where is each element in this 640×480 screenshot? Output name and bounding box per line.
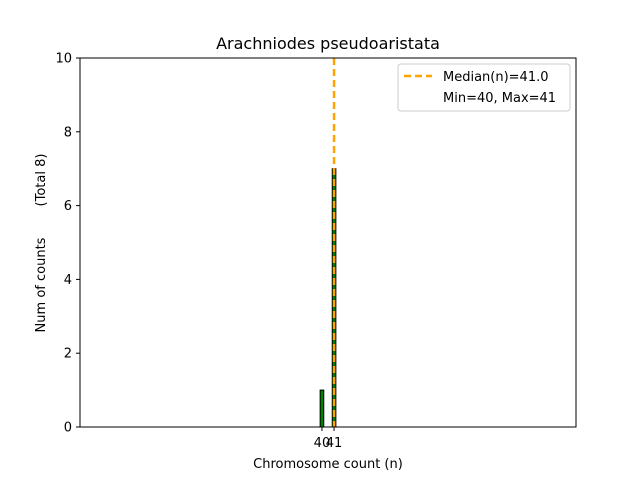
bar-40 — [319, 389, 325, 428]
legend: Median(n)=41.0 Min=40, Max=41 — [397, 63, 571, 112]
legend-entry-minmax: Min=40, Max=41 — [443, 91, 556, 106]
y-tick-label: 0 — [64, 421, 72, 436]
legend-frame — [397, 63, 571, 112]
x-axis-label: Chromosome count (n) — [253, 457, 403, 472]
y-tick-label: 6 — [64, 199, 72, 214]
y-axis-ticks: 0 2 4 6 8 10 — [55, 52, 80, 436]
y-axis-label: Num of counts — [34, 237, 49, 332]
x-tick-label: 40 — [314, 436, 331, 451]
y-axis-total-label: (Total 8) — [34, 154, 49, 207]
y-tick-label: 2 — [64, 347, 72, 362]
y-tick-label: 4 — [64, 273, 72, 288]
plot-frame — [79, 57, 577, 428]
x-tick-label: 41 — [326, 436, 343, 451]
y-tick-label: 10 — [55, 52, 72, 67]
y-tick-label: 8 — [64, 125, 72, 140]
legend-entry-median: Median(n)=41.0 — [443, 70, 549, 85]
chart-title: Arachniodes pseudoaristata — [216, 34, 440, 53]
